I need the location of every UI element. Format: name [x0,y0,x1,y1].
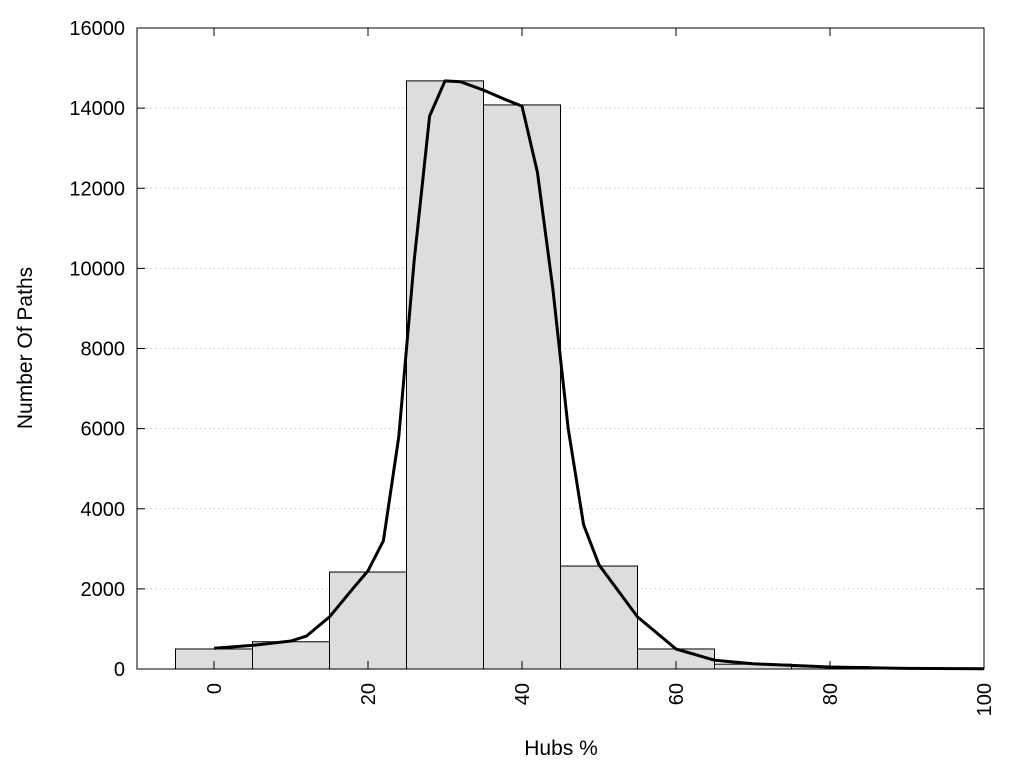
x-tick-label: 0 [204,683,226,694]
x-tick-label: 40 [512,683,534,705]
y-tick-label: 14000 [69,98,125,120]
bar [252,641,330,670]
bar [483,104,561,670]
y-tick-label: 10000 [69,258,125,280]
bars [175,80,985,670]
x-axis-title: Hubs % [524,737,598,760]
x-axis: 0 20 40 60 80 100 [204,28,996,716]
x-tick-label: 100 [974,683,996,716]
bar [406,80,484,670]
y-axis-title: Number Of Paths [14,267,37,429]
y-tick-label: 12000 [69,178,125,200]
y-tick-label: 6000 [81,419,126,441]
fitted-curve [213,79,985,671]
x-tick-label: 20 [358,683,380,705]
bar [329,571,407,670]
y-tick-label: 16000 [69,18,125,40]
bar [560,565,638,670]
y-tick-label: 8000 [81,339,126,361]
y-tick-label: 4000 [81,499,126,521]
y-tick-label: 0 [114,659,125,681]
curve-layer [213,79,985,671]
y-axis: 0 2000 4000 6000 8000 10000 12000 14000 16000 [69,18,984,681]
x-tick-label: 80 [820,683,842,705]
y-tick-label: 2000 [81,579,126,601]
x-tick-label: 60 [666,683,688,705]
